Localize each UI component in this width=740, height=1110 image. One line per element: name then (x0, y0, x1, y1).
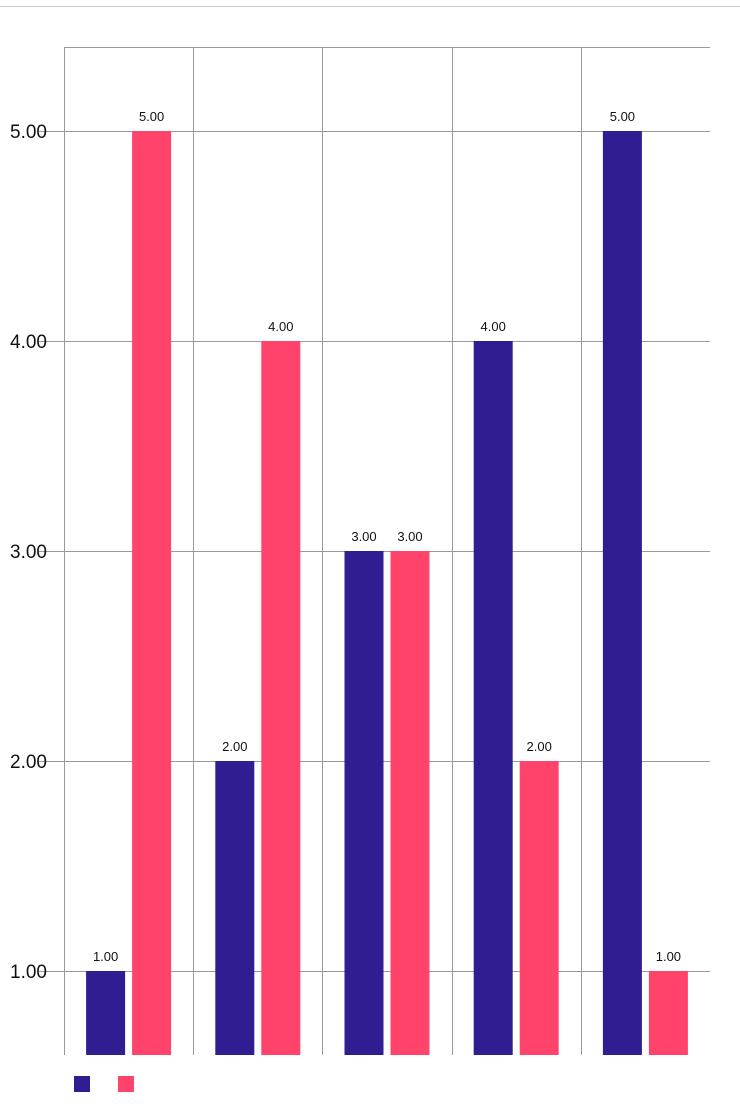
data-label: 4.00 (268, 319, 293, 334)
legend-swatch-series-2 (118, 1076, 134, 1092)
y-tick-label: 1.00 (10, 962, 47, 983)
data-label: 1.00 (656, 949, 681, 964)
top-divider (0, 6, 740, 7)
bar-series-2 (132, 131, 172, 1055)
data-labels: 1.00 5.00 2.00 4.00 3.00 3.00 4.00 2.00 5.00 1.00 (93, 109, 681, 964)
y-tick-label: 2.00 (10, 752, 47, 773)
bar-series-2 (390, 551, 430, 1055)
bar-series-1 (86, 971, 126, 1055)
y-axis: 1.00 2.00 3.00 4.00 5.00 (10, 122, 47, 983)
bar-series-2 (519, 761, 559, 1055)
data-label: 2.00 (222, 739, 247, 754)
bar-series-1 (344, 551, 384, 1055)
bar-series-2 (261, 341, 301, 1055)
bar-series-2 (648, 971, 688, 1055)
data-label: 5.00 (610, 109, 635, 124)
data-label: 2.00 (527, 739, 552, 754)
gridlines (39, 47, 710, 1055)
y-tick-label: 4.00 (10, 332, 47, 353)
data-label: 4.00 (481, 319, 506, 334)
data-label: 3.00 (351, 529, 376, 544)
bars (86, 131, 688, 1055)
data-label: 3.00 (397, 529, 422, 544)
bar-series-1 (215, 761, 255, 1055)
legend (74, 1076, 134, 1092)
legend-swatch-series-1 (74, 1076, 90, 1092)
y-tick-label: 5.00 (10, 122, 47, 143)
data-label: 1.00 (93, 949, 118, 964)
y-tick-label: 3.00 (10, 542, 47, 563)
bar-series-1 (473, 341, 513, 1055)
data-label: 5.00 (139, 109, 164, 124)
bar-series-1 (602, 131, 642, 1055)
